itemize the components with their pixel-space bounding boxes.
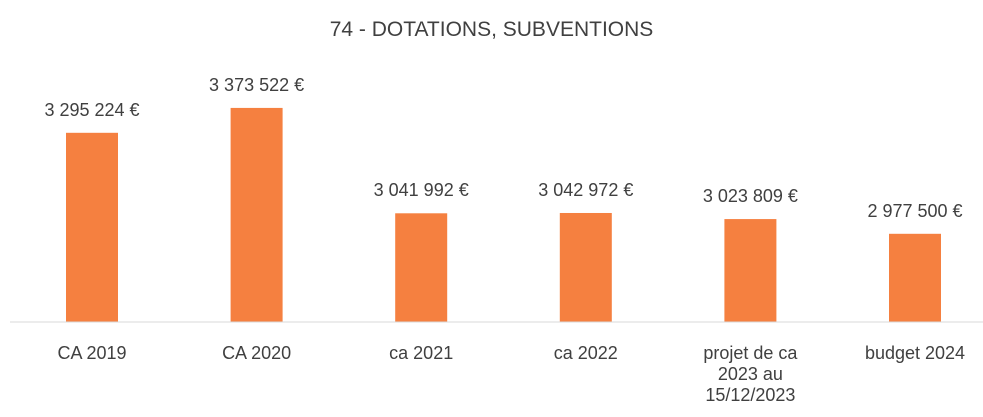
value-label: 3 295 224 € — [44, 99, 140, 120]
value-label: 3 373 522 € — [209, 74, 305, 95]
x-tick-label: ca 2022 — [553, 343, 618, 363]
bar — [230, 107, 283, 322]
value-label: 3 023 809 € — [702, 186, 798, 207]
value-label: 2 977 500 € — [867, 200, 963, 221]
bar — [66, 132, 118, 322]
x-tick-label: CA 2020 — [222, 343, 292, 363]
value-label: 3 042 972 € — [538, 179, 634, 200]
bar — [395, 213, 448, 322]
x-tick-label: ca 2021 — [389, 343, 454, 363]
bar — [724, 219, 777, 322]
bar — [889, 233, 941, 322]
bar — [559, 212, 612, 322]
x-tick-label: CA 2019 — [57, 343, 127, 363]
chart-title: 74 - DOTATIONS, SUBVENTIONS — [329, 18, 654, 41]
value-label: 3 041 992 € — [373, 180, 469, 201]
x-tick-label: projet de ca 2023 au 15/12/2023 — [703, 343, 798, 405]
x-tick-label: budget 2024 — [864, 343, 966, 363]
